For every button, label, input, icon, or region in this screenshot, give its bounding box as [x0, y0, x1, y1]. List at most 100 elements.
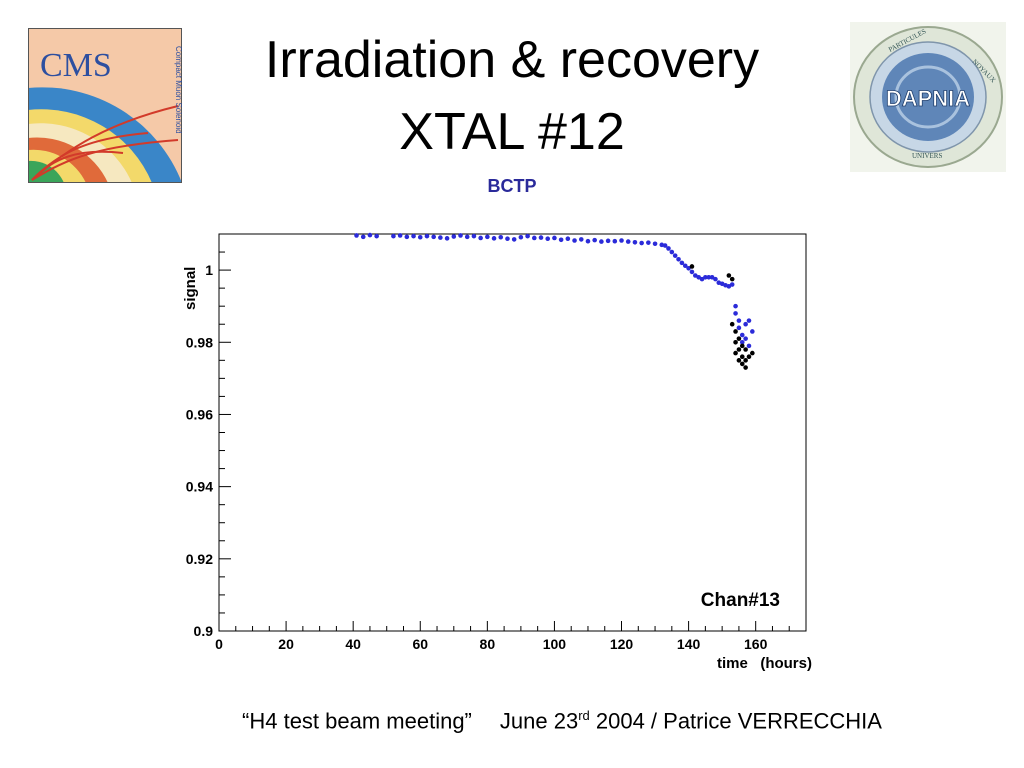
blue-data-point — [605, 238, 611, 244]
x-tick-label: 160 — [744, 636, 768, 652]
y-tick-label: 1 — [205, 262, 213, 278]
blue-data-point — [417, 234, 423, 240]
blue-data-point — [505, 236, 510, 241]
slide-subtitle: BCTP — [487, 176, 537, 196]
blue-data-point — [676, 256, 681, 262]
black-data-point — [729, 276, 735, 282]
blue-data-point — [739, 339, 745, 345]
blue-data-point — [713, 276, 718, 282]
x-tick-label: 0 — [215, 636, 223, 652]
blue-data-point — [689, 269, 695, 275]
blue-data-point — [585, 238, 591, 244]
x-tick-label: 100 — [543, 636, 567, 652]
black-data-point — [743, 358, 748, 363]
blue-data-point — [545, 236, 551, 241]
blue-data-point — [438, 235, 443, 240]
blue-data-point — [532, 235, 537, 241]
blue-data-point — [592, 237, 597, 243]
x-tick-label: 80 — [480, 636, 496, 652]
blue-data-point — [424, 233, 430, 239]
blue-data-point — [558, 237, 564, 243]
black-data-point — [746, 354, 752, 360]
chart-axes: 0 20 40 60 80 100 120 140 160 0.9 0.92 0.94 0.96 0.98… — [186, 233, 807, 652]
slide-title-line-1: Irradiation & recovery — [264, 31, 760, 89]
blue-data-point — [739, 332, 745, 338]
blue-data-point — [444, 236, 450, 241]
plot-frame — [218, 233, 807, 632]
blue-data-point — [397, 233, 403, 238]
blue-data-point — [682, 263, 688, 269]
dapnia-logo-text: DAPNIA — [886, 86, 970, 111]
black-data-point — [736, 336, 742, 341]
slide-title-line-2: XTAL #12 — [399, 103, 625, 161]
blue-data-point — [662, 243, 668, 248]
cms-logo-vertical-text: Compact Muon Solenoid — [174, 46, 182, 134]
blue-data-point — [733, 311, 738, 316]
blue-data-point — [666, 246, 671, 251]
black-data-point — [743, 347, 748, 352]
black-data-point — [726, 273, 732, 278]
blue-data-point — [743, 336, 748, 341]
blue-data-point — [746, 343, 752, 349]
blue-data-point — [672, 253, 678, 258]
footer-date-sup: rd — [578, 708, 590, 723]
black-data-point — [739, 354, 745, 360]
dapnia-ring-bottom-text: UNIVERS — [912, 152, 942, 160]
blue-data-point — [729, 282, 735, 287]
black-data-point — [750, 350, 755, 356]
dapnia-logo: DAPNIA PARTICULES NOYAUX UNIVERS — [850, 22, 1006, 172]
blue-data-point — [679, 260, 685, 266]
blue-data-point — [360, 234, 366, 240]
footer-meeting: “H4 test beam meeting” — [242, 708, 472, 734]
x-tick-label: 140 — [677, 636, 701, 652]
blue-data-point — [578, 237, 584, 242]
black-data-point — [739, 361, 745, 367]
blue-data-point — [464, 234, 470, 240]
blue-data-point — [565, 236, 571, 241]
black-data-point — [733, 350, 738, 356]
blue-data-point — [404, 234, 410, 240]
black-data-point — [743, 365, 748, 370]
cms-logo: CMS Compact Muon Solenoid — [28, 28, 182, 183]
blue-data-point — [612, 238, 618, 244]
blue-data-point — [451, 234, 457, 239]
blue-data-point — [703, 275, 708, 280]
blue-data-point — [706, 275, 712, 280]
blue-data-point — [354, 233, 359, 238]
blue-data-point — [632, 240, 638, 245]
blue-data-point — [646, 240, 651, 245]
blue-data-point — [491, 236, 497, 241]
black-data-point — [733, 339, 738, 345]
slide-footer: “H4 test beam meeting” June 23rd 2004 / P… — [0, 708, 1024, 734]
y-tick-label: 0.9 — [194, 623, 214, 639]
blue-data-point — [599, 239, 604, 244]
black-data-point — [736, 347, 742, 352]
blue-data-point — [411, 233, 416, 239]
x-tick-label: 40 — [345, 636, 361, 652]
blue-data-point — [498, 234, 504, 240]
footer-date-suffix: 2004 / Patrice VERRECCHIA — [589, 708, 882, 734]
blue-data-point — [652, 241, 658, 247]
black-data-point — [733, 329, 738, 334]
blue-data-point — [736, 318, 742, 323]
blue-data-point — [478, 235, 483, 241]
black-data-point — [736, 358, 742, 363]
y-axis-label: signal — [182, 267, 199, 310]
blue-data-point — [391, 233, 396, 239]
y-tick-label: 0.96 — [186, 406, 213, 422]
y-tick-label: 0.98 — [186, 334, 213, 350]
blue-data-point — [743, 321, 748, 327]
blue-data-point — [639, 240, 644, 246]
signal-vs-time-chart: 0 20 40 60 80 100 120 140 160 0.9 0.92 0.94 0.96 0.98… — [182, 232, 812, 672]
chart-points — [354, 232, 755, 370]
footer-date-prefix: June 23 — [499, 708, 579, 734]
blue-data-point — [525, 233, 530, 239]
x-tick-label: 120 — [610, 636, 634, 652]
black-data-point — [689, 264, 695, 269]
blue-data-point — [733, 303, 738, 309]
blue-data-point — [518, 234, 524, 240]
blue-data-point — [458, 233, 463, 238]
blue-data-point — [669, 249, 675, 255]
blue-data-point — [538, 235, 544, 240]
x-tick-label: 20 — [278, 636, 294, 652]
